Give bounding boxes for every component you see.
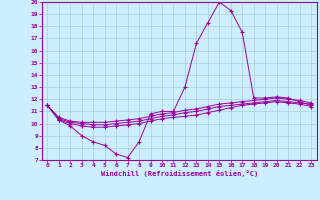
X-axis label: Windchill (Refroidissement éolien,°C): Windchill (Refroidissement éolien,°C)	[100, 170, 258, 177]
